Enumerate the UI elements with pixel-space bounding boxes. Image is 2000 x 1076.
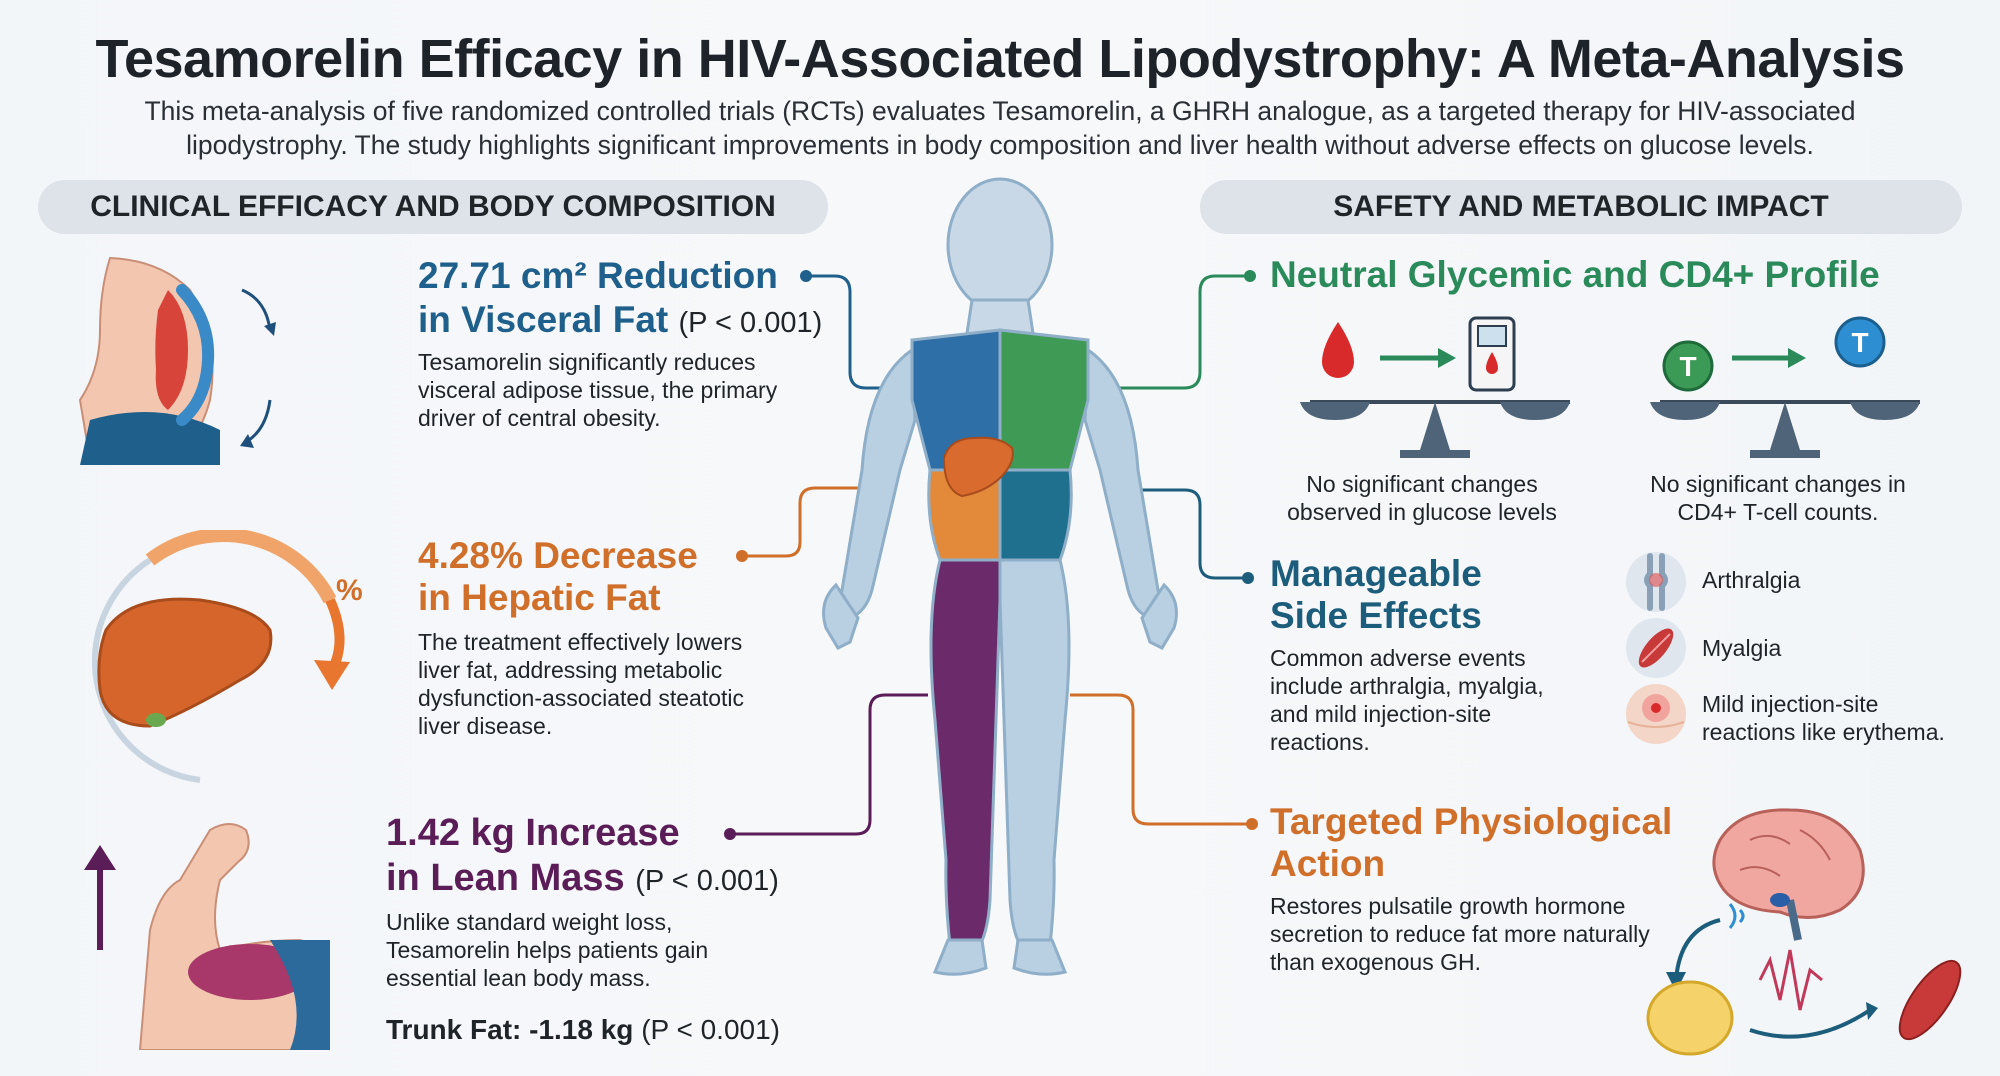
side-effects-dot (1242, 572, 1254, 584)
pituitary-icon (1770, 893, 1790, 907)
hepatic-dot (736, 550, 748, 562)
right-foot (932, 938, 988, 976)
side-effects-connector (1120, 488, 1248, 580)
injection-site-icon (1626, 684, 1686, 744)
human-figure (822, 177, 1178, 976)
torso-liver-icon (942, 436, 1014, 498)
action-dot (1246, 818, 1258, 830)
hepatic-stat-line1: 4.28% Decrease (418, 535, 698, 576)
glucose-caption: No significant changes observed in gluco… (1287, 471, 1557, 525)
lean-connector (730, 693, 928, 836)
left-hand (1140, 582, 1178, 650)
liver-percent-icon: % (91, 530, 363, 783)
hepatic-connector (742, 486, 880, 558)
cd4-caption: No significant changes in CD4+ T-cell co… (1650, 471, 1906, 525)
left-arm (1083, 347, 1162, 620)
hepatic-desc: The treatment effectively lowers liver f… (418, 629, 745, 739)
hepatic-stat-line2: in Hepatic Fat (418, 577, 661, 618)
glucose-balance-icon (1300, 316, 1570, 458)
visceral-dot (800, 270, 812, 282)
left-leg (998, 558, 1071, 947)
flexed-arm-icon (84, 823, 330, 1050)
glycemic-dot (1244, 270, 1256, 282)
svg-text:T: T (1679, 351, 1696, 382)
lean-stat-line1: 1.42 kg Increase (386, 812, 680, 854)
side-effect-myalgia: Myalgia (1702, 635, 1782, 661)
lean-stat-line2: in Lean Mass (P < 0.001) (386, 857, 779, 899)
action-desc: Restores pulsatile growth hormone secret… (1270, 893, 1650, 975)
intro-text: This meta-analysis of five randomized co… (144, 96, 1856, 160)
left-section-header: CLINICAL EFFICACY AND BODY COMPOSITION (38, 180, 828, 234)
visceral-desc: Tesamorelin significantly reduces viscer… (418, 349, 778, 431)
page-title: Tesamorelin Efficacy in HIV-Associated L… (95, 29, 1905, 89)
glycemic-heading: Neutral Glycemic and CD4+ Profile (1270, 254, 1880, 295)
head (946, 177, 1054, 313)
percent-symbol: % (336, 574, 363, 607)
muscle-icon (1626, 618, 1686, 678)
lean-desc: Unlike standard weight loss, Tesamorelin… (386, 909, 709, 991)
visceral-stat-line1: 27.71 cm² Reduction (418, 255, 778, 296)
trunk-fat-p-value: (P < 0.001) (641, 1014, 780, 1045)
physiology-icons (1646, 808, 1962, 1056)
action-heading-line2: Action (1270, 843, 1386, 884)
side-effects-heading-line2: Side Effects (1270, 595, 1482, 636)
trunk-fat-stat: Trunk Fat: -1.18 kg (P < 0.001) (386, 1014, 780, 1045)
cd4-balance-icon: T T (1650, 316, 1920, 458)
right-leg (929, 558, 1002, 947)
action-connector (1070, 693, 1252, 826)
t-cell-before-icon (1662, 340, 1714, 392)
abdomen-icon (78, 256, 276, 465)
side-effect-injection: Mild injection-site reactions like eryth… (1702, 691, 1945, 745)
joint-icon (1626, 552, 1686, 612)
blood-drop-icon (1322, 322, 1354, 378)
torso-lower-right (998, 468, 1073, 562)
muscle-target-icon (1898, 959, 1962, 1041)
right-hand (822, 582, 860, 650)
svg-text:T: T (1851, 327, 1868, 358)
side-effect-arthralgia: Arthralgia (1702, 567, 1801, 593)
brain-icon (1712, 808, 1865, 919)
lean-dot (724, 828, 736, 840)
pulse-wave-icon (1758, 949, 1823, 1011)
t-cell-after-icon (1834, 316, 1886, 368)
action-heading-line1: Targeted Physiological (1270, 801, 1673, 842)
glycemic-connector (1120, 274, 1250, 390)
visceral-stat-line2: in Visceral Fat (P < 0.001) (418, 299, 823, 340)
visceral-p-value: (P < 0.001) (678, 307, 823, 339)
right-arm (838, 347, 917, 620)
side-effects-heading-line1: Manageable (1270, 553, 1482, 594)
visceral-connector (806, 274, 920, 390)
side-effects-desc: Common adverse events include arthralgia… (1270, 645, 1544, 755)
left-foot (1012, 938, 1068, 976)
lean-p-value: (P < 0.001) (635, 865, 779, 897)
fat-cell-icon (1646, 980, 1734, 1056)
right-section-header: SAFETY AND METABOLIC IMPACT (1200, 180, 1962, 234)
